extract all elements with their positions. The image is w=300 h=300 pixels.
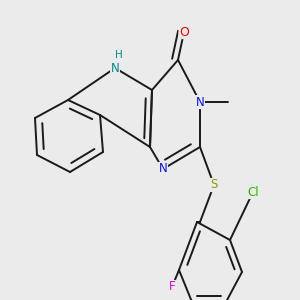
Text: N: N bbox=[159, 163, 167, 176]
Text: N: N bbox=[196, 95, 204, 109]
Text: S: S bbox=[210, 178, 218, 191]
Text: O: O bbox=[179, 26, 189, 38]
Text: H: H bbox=[115, 50, 123, 60]
Text: Cl: Cl bbox=[247, 185, 259, 199]
Text: F: F bbox=[169, 280, 175, 293]
Text: N: N bbox=[111, 61, 119, 74]
